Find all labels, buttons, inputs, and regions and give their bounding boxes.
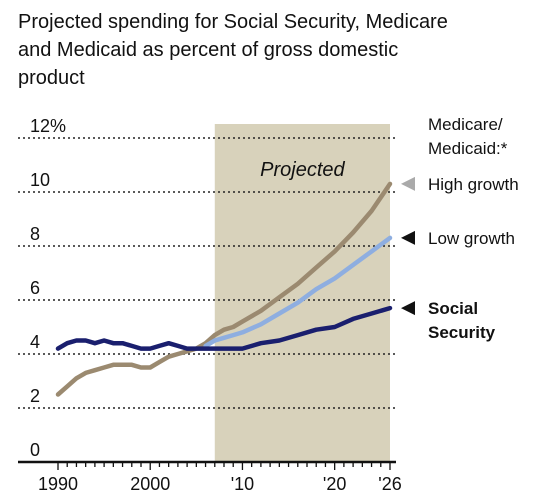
chart-title-line: product — [18, 67, 85, 89]
legend-label-high: High growth — [428, 175, 519, 194]
projected-region: Projected — [214, 124, 390, 462]
series-lines — [55, 181, 393, 397]
legend-marker-low — [401, 230, 415, 245]
x-tick-label: '10 — [231, 474, 254, 494]
y-tick-label: 8 — [30, 224, 40, 244]
legend-heading: Medicaid:* — [428, 139, 508, 158]
chart-title: Projected spending for Social Security, … — [18, 11, 448, 89]
y-tick-label: 10 — [30, 170, 50, 190]
series-line-low — [203, 235, 393, 349]
legend: Medicare/Medicaid:* High growth Low growth… — [401, 115, 519, 342]
y-tick-label: 6 — [30, 278, 40, 298]
legend-heading: Medicare/ — [428, 115, 503, 134]
chart-title-line: and Medicaid as percent of gross domesti… — [18, 39, 398, 61]
y-tick-label: 4 — [30, 332, 40, 352]
y-tick-label: 2 — [30, 386, 40, 406]
legend-marker-ss — [401, 301, 415, 316]
series-line-ss — [55, 305, 393, 351]
legend-label-ss: Security — [428, 323, 496, 342]
legend-marker-high — [401, 176, 415, 191]
grid — [18, 137, 396, 409]
projected-band — [214, 124, 390, 462]
x-axis: 1990 2000 '10 '20 '26 — [18, 460, 402, 494]
y-axis-labels: 0 2 4 6 8 10 12% — [30, 116, 66, 460]
x-tick-label: 2000 — [130, 474, 170, 494]
chart-title-line: Projected spending for Social Security, … — [18, 11, 448, 33]
x-tick-label: '20 — [323, 474, 346, 494]
y-tick-label: 12% — [30, 116, 66, 136]
y-tick-label: 0 — [30, 440, 40, 460]
series-line-high — [55, 181, 393, 397]
x-tick-label: '26 — [378, 474, 401, 494]
x-tick-label: 1990 — [38, 474, 78, 494]
legend-label-ss: Social — [428, 299, 478, 318]
legend-label-low: Low growth — [428, 229, 515, 248]
projected-label: Projected — [260, 159, 345, 181]
